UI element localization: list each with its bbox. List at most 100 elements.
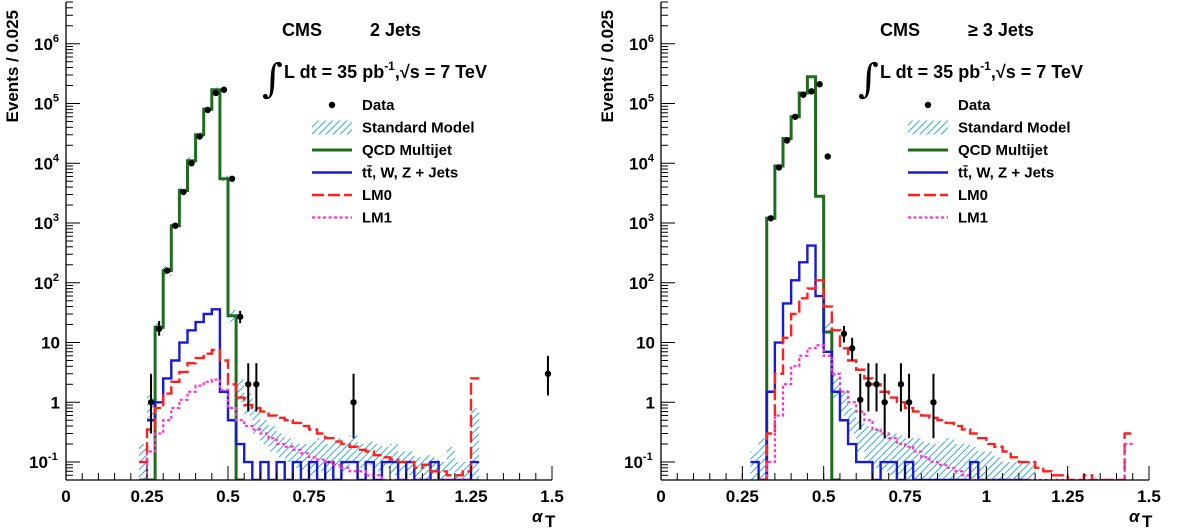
y-tick-label: 10 [636, 334, 655, 353]
sm-band-bin [406, 451, 415, 476]
legend-marker-data [328, 101, 336, 109]
data-point [228, 175, 236, 182]
sm-band-bin [317, 438, 326, 472]
legend-label: QCD Multijet [958, 142, 1048, 159]
legend: Data Standard Model QCD Multijet tt̄, W, Z … [908, 97, 1071, 227]
sm-band-bin [471, 408, 480, 480]
sm-band-bin [872, 429, 881, 468]
legend-label: tt̄, W, Z + Jets [958, 164, 1054, 181]
sm-band-bin [839, 390, 849, 416]
legend-marker-hatch [312, 120, 352, 135]
plot-area [138, 86, 552, 480]
legend-label: Standard Model [958, 120, 1071, 137]
y-tick-label: 1 [646, 393, 655, 412]
series-lm1-line [758, 344, 1133, 480]
y-tick-label: 106 [629, 33, 654, 54]
sm-band-bin [1010, 462, 1019, 480]
data-point [930, 399, 937, 406]
data-point [783, 137, 791, 144]
sm-band-bin [236, 379, 245, 403]
jet-multiplicity-label: 2 Jets [370, 20, 421, 40]
sm-band-bin [341, 444, 350, 472]
data-point [147, 399, 155, 406]
sm-band-bin [1027, 462, 1036, 480]
sm-band-bin [438, 462, 447, 480]
data-point [816, 81, 823, 88]
y-tick-label: 103 [629, 212, 654, 233]
sm-band-bin [994, 457, 1003, 480]
x-tick-label: 0 [61, 487, 70, 506]
x-tick-label: 1.5 [1137, 487, 1161, 506]
legend-label: LM0 [958, 187, 988, 204]
y-tick-label: 103 [34, 212, 59, 233]
y-tick-label: 1 [51, 393, 60, 412]
sm-band-bin [252, 408, 261, 434]
sm-band-bin [365, 441, 374, 465]
legend-label: Data [958, 97, 991, 114]
x-tick-label: 1.25 [454, 487, 487, 506]
y-tick-label: 102 [34, 272, 59, 293]
sm-band-bin [758, 438, 767, 480]
sm-band-bin [325, 444, 334, 476]
data-point [188, 160, 195, 167]
x-tick-label: 0 [656, 487, 665, 506]
data-point [897, 381, 905, 388]
data-point [857, 396, 864, 403]
sm-band-bin [978, 451, 987, 480]
sm-band-bin [260, 420, 269, 445]
data-point [775, 164, 783, 171]
data-point [212, 89, 220, 97]
chart-panel-3plus-jets: 0 0.25 0.5 0.75 1 1.25 1.5 10-1 1 10 102 103 104 105 1… [598, 1, 1161, 529]
y-tick-label: 106 [34, 33, 59, 54]
data-point [245, 381, 252, 388]
sm-band-bin [905, 438, 914, 480]
experiment-label: CMS [880, 20, 920, 40]
sm-band-bin [276, 433, 285, 458]
sm-band-bin [880, 433, 889, 472]
y-tick-label: 10-1 [29, 451, 58, 472]
y-tick-label: 10 [41, 334, 60, 353]
integral-symbol: ∫ [262, 56, 283, 102]
data-point [220, 86, 228, 93]
sm-band-bin [831, 373, 840, 398]
jet-multiplicity-label: ≥ 3 Jets [968, 20, 1034, 40]
data-point [905, 399, 913, 406]
sm-band-bin [454, 462, 463, 480]
x-tick-label: 0.75 [292, 487, 325, 506]
data-point [792, 113, 799, 120]
series-ewk-line [147, 308, 480, 480]
sm-band-bin [970, 446, 979, 480]
sm-band-bin [373, 444, 382, 472]
x-tick-label: 1 [385, 487, 394, 506]
sm-band-bin [390, 444, 399, 476]
y-tick-label: 10-1 [624, 451, 653, 472]
data-point [164, 267, 171, 274]
x-tick-label: 0.75 [888, 487, 921, 506]
sm-band-bin [309, 441, 318, 476]
y-tick-label: 102 [629, 272, 654, 293]
sm-band-bin [864, 426, 873, 463]
sm-band-bin [823, 322, 832, 334]
sm-band-bin [292, 444, 301, 468]
x-axis-label: α [1129, 507, 1141, 526]
data-point [544, 370, 552, 377]
data-point [253, 381, 260, 388]
y-tick-label: 104 [629, 152, 655, 173]
data-point [881, 399, 888, 406]
data-point [180, 188, 187, 196]
sm-band-bin [750, 451, 759, 480]
y-tick-label: 105 [629, 93, 654, 114]
sm-band-bin [349, 435, 358, 463]
sm-band-bin [848, 408, 857, 434]
legend: Data Standard Model QCD Multijet tt̄, W, Z … [312, 97, 475, 227]
series-qcd-line [138, 88, 245, 480]
x-tick-label: 0.25 [726, 487, 759, 506]
legend-marker-hatch [908, 120, 948, 135]
legend-label: LM1 [958, 210, 988, 227]
x-axis-label-subscript: T [1142, 512, 1153, 529]
x-tick-label: 0.5 [812, 487, 836, 506]
series-lm0-line [138, 348, 480, 477]
sm-band-bin [937, 441, 946, 480]
x-axis-label-subscript: T [545, 512, 556, 529]
data-point [800, 91, 807, 98]
